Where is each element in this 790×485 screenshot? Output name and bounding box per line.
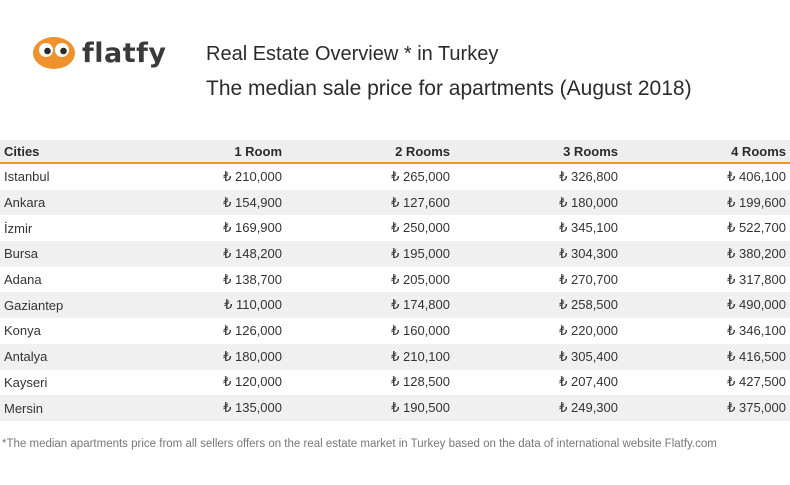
price-cell: ₺ 190,500	[391, 400, 450, 416]
city-name: Konya	[4, 323, 41, 339]
price-cell: ₺ 490,000	[727, 297, 786, 313]
column-header: 3 Rooms	[563, 143, 618, 159]
price-cell: ₺ 205,000	[391, 271, 450, 287]
table-row: Konya ₺ 126,000 ₺ 160,000 ₺ 220,000 ₺ 346,10…	[0, 318, 790, 344]
price-cell: ₺ 346,100	[727, 322, 786, 338]
price-cell: ₺ 210,100	[391, 348, 450, 364]
price-cell: ₺ 326,800	[559, 168, 618, 184]
flatfy-logo: flatfy	[32, 34, 192, 74]
column-header: 2 Rooms	[395, 143, 450, 159]
column-header: 1 Room	[234, 143, 282, 159]
price-cell: ₺ 220,000	[559, 322, 618, 338]
table-row: İzmir ₺ 169,900 ₺ 250,000 ₺ 345,100 ₺ 522,70…	[0, 215, 790, 241]
price-cell: ₺ 406,100	[727, 168, 786, 184]
price-cell: ₺ 270,700	[559, 271, 618, 287]
city-name: Gaziantep	[4, 297, 64, 313]
table-row: Mersin ₺ 135,000 ₺ 190,500 ₺ 249,300 ₺ 375,0…	[0, 395, 790, 421]
table-row: Antalya ₺ 180,000 ₺ 210,100 ₺ 305,400 ₺ 416,…	[0, 343, 790, 370]
price-cell: ₺ 265,000	[391, 168, 450, 184]
price-cell: ₺ 138,700	[223, 271, 282, 287]
price-cell: ₺ 380,200	[727, 245, 786, 261]
footnote: *The median apartments price from all se…	[2, 438, 717, 450]
city-name: Antalya	[4, 349, 48, 365]
price-cell: ₺ 180,000	[223, 348, 282, 364]
table-row: Bursa ₺ 148,200 ₺ 195,000 ₺ 304,300 ₺ 380,20…	[0, 241, 790, 267]
price-cell: ₺ 148,200	[223, 245, 282, 261]
price-cell: ₺ 416,500	[727, 348, 786, 364]
price-cell: ₺ 427,500	[727, 374, 786, 390]
price-table: Cities 1 Room 2 Rooms 3 Rooms 4 Rooms Istanbu…	[0, 140, 790, 421]
table-row: Gaziantep ₺ 110,000 ₺ 174,800 ₺ 258,500 ₺ 49…	[0, 292, 790, 319]
price-cell: ₺ 317,800	[727, 271, 786, 287]
price-cell: ₺ 154,900	[223, 194, 282, 210]
brand-name: flatfy	[82, 38, 167, 69]
city-name: Adana	[4, 272, 42, 288]
column-header: 4 Rooms	[731, 143, 786, 159]
page-subtitle: The median sale price for apartments (Au…	[206, 77, 692, 100]
column-header: Cities	[4, 143, 40, 159]
price-cell: ₺ 110,000	[224, 297, 282, 313]
price-cell: ₺ 160,000	[391, 322, 450, 338]
price-cell: ₺ 522,700	[727, 220, 786, 236]
price-cell: ₺ 305,400	[559, 348, 618, 364]
city-name: İzmir	[4, 220, 33, 236]
table-row: Adana ₺ 138,700 ₺ 205,000 ₺ 270,700 ₺ 317,80…	[0, 267, 790, 293]
table-row: Istanbul ₺ 210,000 ₺ 265,000 ₺ 326,800 ₺ 406…	[0, 164, 790, 190]
price-cell: ₺ 210,000	[223, 168, 282, 184]
city-name: Istanbul	[4, 169, 50, 185]
table-row: Ankara ₺ 154,900 ₺ 127,600 ₺ 180,000 ₺ 199,6…	[0, 189, 790, 216]
price-cell: ₺ 258,500	[559, 297, 618, 313]
price-cell: ₺ 375,000	[727, 400, 786, 416]
price-cell: ₺ 249,300	[559, 400, 618, 416]
price-cell: ₺ 127,600	[391, 194, 450, 210]
price-cell: ₺ 169,900	[223, 220, 282, 236]
price-cell: ₺ 120,000	[223, 374, 282, 390]
city-name: Bursa	[4, 246, 38, 262]
price-cell: ₺ 250,000	[391, 220, 450, 236]
price-cell: ₺ 304,300	[559, 245, 618, 261]
price-cell: ₺ 195,000	[391, 245, 450, 261]
price-cell: ₺ 128,500	[391, 374, 450, 390]
price-cell: ₺ 174,800	[391, 297, 450, 313]
city-name: Ankara	[4, 195, 46, 211]
city-name: Mersin	[4, 400, 44, 416]
price-cell: ₺ 199,600	[727, 194, 786, 210]
city-name: Kayseri	[4, 374, 48, 390]
price-cell: ₺ 207,400	[559, 374, 618, 390]
flatfy-eyes-icon	[33, 37, 75, 69]
price-cell: ₺ 345,100	[559, 220, 618, 236]
table-row: Kayseri ₺ 120,000 ₺ 128,500 ₺ 207,400 ₺ 427,…	[0, 370, 790, 396]
table-header-row: Cities 1 Room 2 Rooms 3 Rooms 4 Rooms	[0, 140, 790, 164]
page-title: Real Estate Overview * in Turkey	[206, 43, 499, 65]
price-cell: ₺ 180,000	[559, 194, 618, 210]
price-cell: ₺ 126,000	[223, 322, 282, 338]
price-cell: ₺ 135,000	[223, 400, 282, 416]
